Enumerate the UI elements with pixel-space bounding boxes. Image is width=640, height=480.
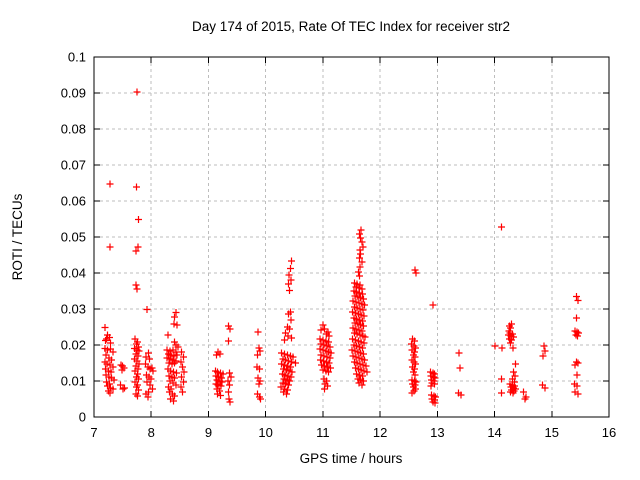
svg-text:0.02: 0.02 [61,338,86,353]
svg-text:0.07: 0.07 [61,158,86,173]
svg-text:0.06: 0.06 [61,194,86,209]
svg-text:0.03: 0.03 [61,302,86,317]
tick-labels: 7 8 9 10 11 12 13 14 15 16 0 0.01 0.02 0.03 0.04 0.05 0.… [61,50,617,441]
x-axis-label: GPS time / hours [300,451,403,466]
svg-text:15: 15 [545,425,559,440]
svg-text:7: 7 [90,425,97,440]
svg-text:0.05: 0.05 [61,230,86,245]
svg-text:16: 16 [602,425,616,440]
svg-text:0.01: 0.01 [61,374,86,389]
svg-text:12: 12 [373,425,387,440]
svg-text:0.08: 0.08 [61,122,86,137]
svg-text:0.1: 0.1 [68,50,86,65]
svg-text:11: 11 [316,425,330,440]
svg-text:10: 10 [258,425,272,440]
grid-lines [94,57,609,417]
svg-text:0.09: 0.09 [61,86,86,101]
svg-text:0: 0 [79,410,86,425]
data-points [101,88,582,407]
chart-title: Day 174 of 2015, Rate Of TEC Index for r… [192,19,510,34]
svg-text:13: 13 [430,425,444,440]
svg-text:8: 8 [148,425,155,440]
svg-text:14: 14 [487,425,501,440]
y-axis-label: ROTI / TECUs [10,193,25,280]
axis-ticks [93,56,610,418]
svg-text:9: 9 [205,425,212,440]
svg-text:0.04: 0.04 [61,266,86,281]
